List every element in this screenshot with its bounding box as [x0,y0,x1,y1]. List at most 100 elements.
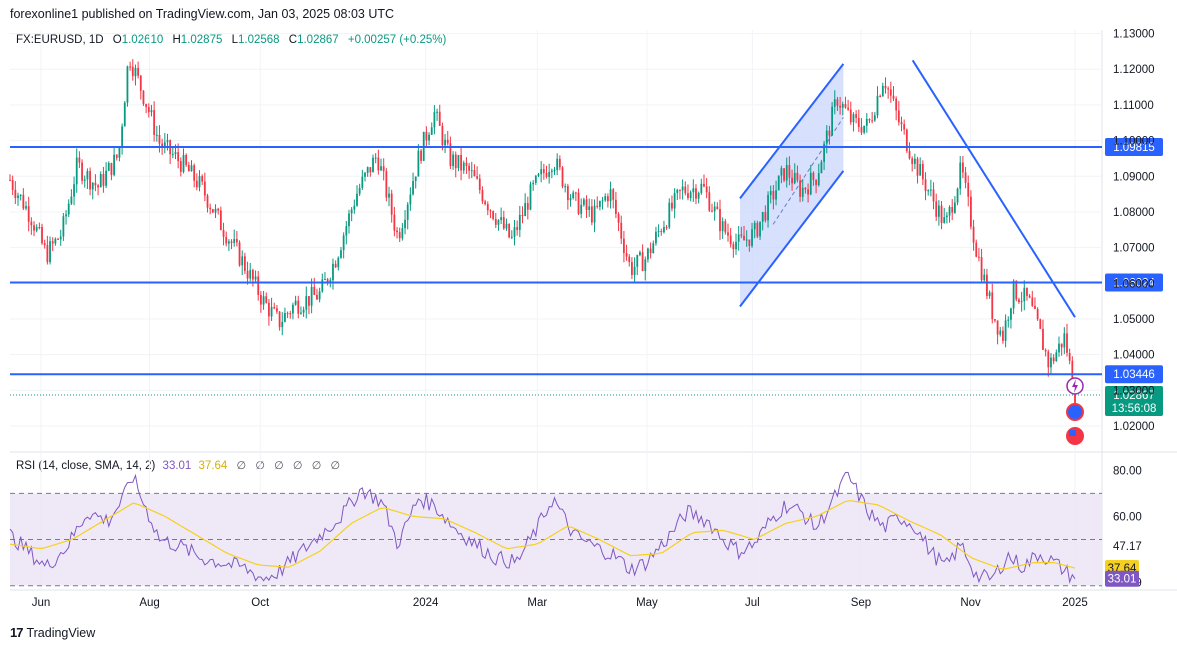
candle-body [876,95,879,116]
candle-body [273,307,276,309]
candle [863,125,866,135]
candle [1060,343,1063,356]
candle [759,221,761,240]
candle [340,246,342,259]
symbol-interval[interactable]: FX:EURUSD, 1D [16,34,104,46]
candle [959,156,962,195]
candle [769,185,772,204]
candle [233,229,236,247]
candle-body [788,165,791,178]
candle-body [831,106,834,136]
candle-body [548,171,551,177]
candle-body [1020,301,1023,303]
candle-body [1010,308,1012,320]
candle [953,196,956,214]
candle [398,227,401,243]
candle [249,262,252,282]
candle-body [1044,349,1047,352]
price-tick-label: 1.13000 [1113,29,1155,41]
candle [841,101,844,116]
candle [265,292,268,304]
candle [380,158,382,172]
candle-body [881,85,884,97]
candle [516,220,519,236]
candle-body [799,180,801,197]
candle-body [596,205,599,207]
candle-body [198,176,201,188]
candle [625,244,628,261]
candle [588,198,591,217]
candle-body [847,107,850,110]
candle-body [433,112,436,128]
candle-body [756,222,759,237]
candle-body [129,66,132,68]
time-tick-label: Aug [139,597,159,609]
candle-body [994,319,996,321]
candle-body [470,170,473,172]
candle-body [425,131,428,141]
candle-body [663,227,665,233]
candle-body [703,183,705,187]
candle-body [436,111,438,113]
candle-body [203,181,206,196]
candle-body [260,294,262,305]
candle-body [508,223,511,238]
candle-body [374,157,377,159]
candle-body [649,248,652,254]
candle-body [705,186,708,193]
candle-body [582,199,585,205]
candle-body [59,236,62,240]
candle-body [209,207,212,210]
candle-body [1042,328,1044,350]
candle-body [41,227,43,244]
candle-body [230,241,233,243]
candle [126,65,129,107]
price-tick-label: 1.12000 [1113,64,1155,76]
candle-body [233,239,236,243]
candle [369,167,372,177]
candle [492,210,495,221]
candle-body [225,236,228,244]
candle-body [588,206,591,210]
tradingview-logo[interactable]: 17 TradingView [10,625,95,640]
candle [641,244,644,272]
candle-body [529,184,532,210]
candle [190,160,193,172]
candle [857,109,860,133]
candle [65,210,67,225]
candle [684,181,687,196]
candle-body [89,171,91,190]
candle-body [380,166,382,171]
candle-body [953,202,956,213]
candle-body [350,209,353,214]
candle [598,200,601,211]
candle [900,116,903,132]
candle [921,160,924,186]
candle [692,179,695,202]
candle [33,221,35,237]
rsi-title[interactable]: RSI (14, close, SMA, 14, 2) [16,460,156,472]
candle-body [81,162,83,181]
candle [238,240,241,267]
candle-body [318,291,321,300]
candle-body [964,172,967,183]
candle-body [956,188,959,203]
candle [903,119,906,135]
candle [324,272,326,281]
candle-body [671,202,673,209]
candle-body [107,163,110,171]
candle [1036,307,1039,321]
candle [639,250,641,257]
candle [671,195,673,212]
candle-body [743,235,745,241]
candle [649,242,652,259]
candle-body [25,206,27,209]
candle-body [406,204,409,220]
candle [540,161,543,183]
candle [342,232,345,259]
candle-body [713,206,716,212]
candle-body [844,104,847,108]
candle [385,168,388,202]
candle-body [903,124,906,130]
